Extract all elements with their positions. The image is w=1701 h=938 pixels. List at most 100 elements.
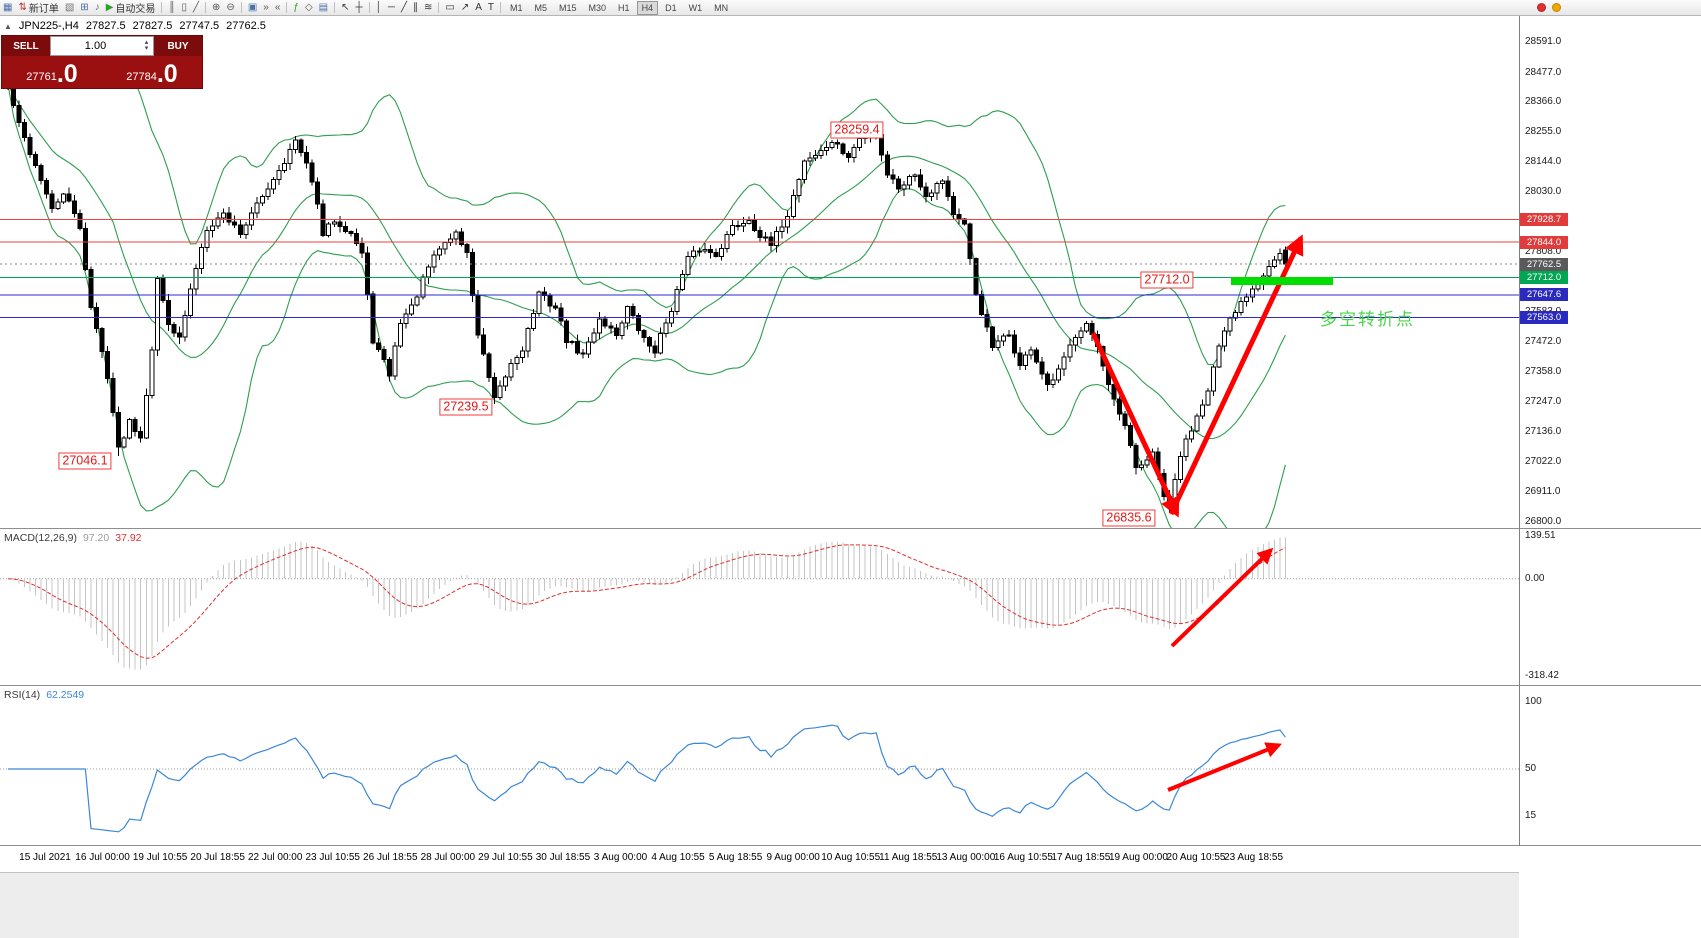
text-tool-icon[interactable]: T — [485, 0, 497, 16]
candle-body — [812, 154, 818, 159]
price-line-badge[interactable]: 27844.0 — [1520, 235, 1568, 249]
candle-body — [71, 200, 77, 215]
main-chart[interactable] — [0, 16, 1519, 528]
highlight-bar-object[interactable] — [1231, 277, 1333, 285]
chart-window-icon[interactable]: ▦ — [0, 0, 15, 16]
panel-separator[interactable] — [0, 685, 1701, 686]
collapse-arrow-icon[interactable]: ▲ — [4, 21, 12, 31]
price-axis-tick: 27247.0 — [1525, 396, 1562, 408]
price-line-badge[interactable]: 27762.5 — [1520, 257, 1568, 271]
quote-low: 27747.5 — [179, 20, 220, 32]
timeframe-m1[interactable]: M1 — [509, 2, 523, 13]
price-line-badge[interactable]: 27647.6 — [1520, 288, 1568, 302]
price-label[interactable]: 27239.5 — [439, 398, 493, 416]
timeframe-h4[interactable]: H4 — [636, 0, 659, 15]
auto-scroll-icon[interactable]: » — [260, 0, 272, 16]
sell-price[interactable]: 27761.0 — [2, 56, 102, 88]
price-label[interactable]: 28259.4 — [830, 121, 884, 139]
timeframe-d1[interactable]: D1 — [665, 2, 677, 13]
timeframe-mn[interactable]: MN — [714, 2, 729, 13]
horizontal-line-icon[interactable]: ─ — [385, 0, 398, 16]
cursor-icon[interactable]: ↖ — [338, 0, 352, 16]
candlestick-chart-icon[interactable]: ▯ — [178, 0, 190, 16]
quote-open: 27827.5 — [85, 20, 126, 32]
candle-body — [38, 164, 44, 182]
price-axis[interactable]: 27928.7 27844.0 27762.5 27712.0 27647.6 27563… — [1519, 0, 1701, 938]
candle-body — [27, 136, 33, 156]
candle-body — [127, 418, 133, 439]
buy-button[interactable]: BUY — [154, 36, 202, 56]
panel-separator[interactable] — [0, 845, 1701, 846]
bollinger-bands — [7, 42, 1286, 528]
candles-layer — [5, 74, 1288, 513]
macd-panel[interactable] — [0, 529, 1519, 685]
time-axis-label: 11 Aug 18:55 — [879, 852, 938, 863]
vertical-line-icon[interactable]: │ — [373, 0, 385, 16]
zoom-in-icon[interactable]: ⊕ — [209, 0, 223, 16]
sell-button[interactable]: SELL — [2, 36, 50, 56]
candle-body — [917, 174, 923, 188]
candle-body — [1144, 459, 1150, 466]
panel-separator[interactable] — [0, 528, 1701, 529]
buy-price[interactable]: 27784.0 — [102, 56, 202, 88]
rsi-panel[interactable] — [0, 686, 1519, 845]
candle-body — [276, 170, 282, 181]
price-label[interactable]: 27046.1 — [58, 452, 112, 470]
autotrading-button[interactable]: ▶ 自动交易 — [103, 0, 159, 16]
candle-body — [1238, 301, 1244, 313]
timeframe-m5[interactable]: M5 — [534, 2, 548, 13]
timeframe-w1[interactable]: W1 — [688, 2, 703, 13]
candle-body — [752, 219, 758, 232]
time-axis[interactable]: 15 Jul 2021 16 Jul 00:00 19 Jul 10:55 20 Ju… — [0, 846, 1519, 872]
candle-body — [376, 342, 382, 351]
price-label[interactable]: 27712.0 — [1140, 271, 1194, 289]
equidistant-channel-icon[interactable]: ∥ — [410, 0, 421, 16]
trendline-icon[interactable]: ╱ — [398, 0, 410, 16]
bar-chart-icon[interactable]: ║ — [165, 0, 178, 16]
chart-profiles-icon[interactable]: ▧ — [62, 0, 77, 16]
candle-body — [409, 304, 415, 315]
template-icon[interactable]: ▤ — [316, 0, 331, 16]
price-line-badge[interactable]: 27928.7 — [1520, 212, 1568, 226]
new-order-button[interactable]: ⇅ 新订单 — [15, 0, 61, 16]
tile-windows-icon[interactable]: ▣ — [245, 0, 260, 16]
volume-input[interactable] — [51, 40, 140, 52]
candle-body — [1023, 354, 1029, 367]
candle-body — [1117, 398, 1123, 415]
volume-down-icon[interactable]: ▾ — [144, 45, 149, 52]
timeframe-m30[interactable]: M30 — [588, 2, 607, 13]
candle-body — [453, 231, 459, 240]
price-line-badge[interactable]: 27563.0 — [1520, 310, 1568, 324]
objects-list-icon-glyph: ◇ — [304, 1, 313, 13]
candle-body — [248, 212, 254, 226]
arrows-tool-icon[interactable]: ↗ — [458, 0, 472, 16]
fibonacci-icon[interactable]: ≋ — [421, 0, 435, 16]
chart-shift-icon[interactable]: « — [272, 0, 284, 16]
candle-body — [44, 180, 50, 195]
annotation-text[interactable]: 多空转折点 — [1320, 310, 1415, 329]
price-axis-tick: 28144.0 — [1525, 155, 1562, 167]
candle-body — [857, 137, 863, 148]
indicators-add-icon[interactable]: ƒ — [290, 0, 302, 16]
line-chart-icon[interactable]: ╱ — [190, 0, 202, 16]
volume-up-icon[interactable]: ▴ — [144, 39, 149, 46]
candle-body — [846, 152, 852, 159]
zoom-out-icon[interactable]: ⊖ — [223, 0, 237, 16]
candle-body — [940, 180, 946, 185]
data-window-icon[interactable]: ⊞ — [77, 0, 91, 16]
text-label-icon[interactable]: A — [472, 0, 485, 16]
price-line-badge[interactable]: 27712.0 — [1520, 271, 1568, 285]
timeframe-m15[interactable]: M15 — [559, 2, 577, 13]
sound-alerts-icon[interactable]: ♪ — [92, 0, 103, 16]
crosshair-icon[interactable]: ┼ — [353, 0, 366, 16]
shapes-icon[interactable]: ▭ — [442, 0, 457, 16]
price-label[interactable]: 26835.6 — [1102, 509, 1156, 527]
candle-body — [680, 273, 686, 291]
one-click-trading-panel: SELL ▴ ▾ BUY 27761.0 27784.0 — [2, 36, 202, 88]
shapes-icon-glyph: ▭ — [445, 1, 455, 13]
objects-list-icon[interactable]: ◇ — [302, 0, 316, 16]
toolbar-separator — [334, 2, 336, 13]
timeframe-h1[interactable]: H1 — [618, 2, 630, 13]
rsi-label-row: RSI(14) 62.2549 — [4, 689, 84, 701]
axis-border — [1519, 16, 1520, 846]
